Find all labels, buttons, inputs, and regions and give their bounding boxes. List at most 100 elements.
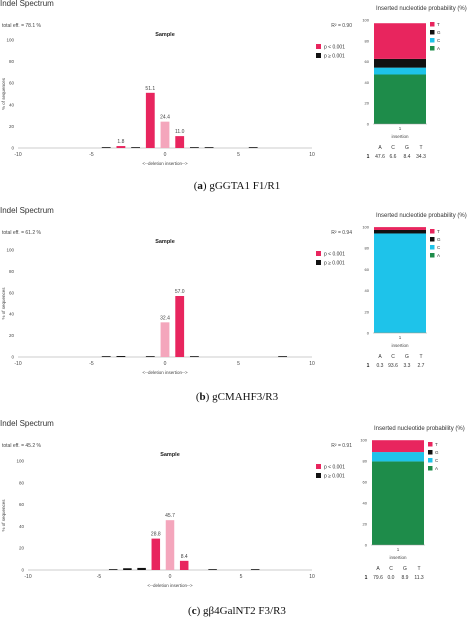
caption-b: (b) gCMAHF3/R3 (195, 391, 279, 403)
probability-table-value: 3.3 (404, 363, 411, 369)
bar-black (189, 356, 199, 357)
caption-c: (c) gβ4GalNT2 F3/R3 (188, 605, 286, 617)
y-tick-label: 100 (6, 38, 14, 43)
r-squared: R² = 0.94 (331, 230, 352, 236)
probability-table-header: T (419, 145, 422, 151)
probability-segment-C (374, 67, 426, 75)
y-tick-label: 20 (9, 333, 15, 338)
y-tick-label: 20 (19, 546, 25, 551)
probability-title: Inserted nucleotide probability (%) (376, 6, 467, 12)
x-tick-label: -5 (89, 152, 94, 158)
x-tick-label: -5 (97, 574, 102, 580)
probability-x-label: insertion (391, 343, 409, 348)
bar-value-label: 1.8 (117, 139, 124, 145)
x-axis-label: <--deletion insertion--> (142, 161, 188, 166)
probability-x-label: insertion (391, 134, 409, 139)
probability-table-header: T (419, 354, 422, 360)
nucleotide-swatch-T (430, 229, 435, 234)
probability-y-tick: 40 (365, 288, 370, 293)
probability-y-tick: 20 (363, 522, 368, 527)
y-tick-label: 100 (6, 248, 14, 253)
probability-y-tick: 40 (363, 501, 368, 506)
probability-segment-T (372, 440, 424, 453)
bar-sig (151, 538, 161, 570)
legend-label: p < 0.001 (324, 252, 345, 258)
probability-x-tick: 1 (399, 126, 402, 131)
x-tick-label: 0 (164, 152, 167, 158)
legend-label: p ≥ 0.001 (324, 54, 345, 60)
probability-table-header: A (378, 354, 382, 360)
x-tick-label: -10 (14, 361, 21, 367)
bar-sig (175, 296, 185, 357)
bar-black (137, 567, 146, 570)
caption-letter: c (191, 605, 197, 617)
nucleotide-legend-label: C (437, 245, 441, 250)
bar-black (208, 569, 217, 570)
probability-title: Inserted nucleotide probability (%) (374, 426, 465, 432)
y-tick-label: 80 (9, 59, 15, 64)
probability-table-value: 8.9 (402, 575, 409, 581)
probability-row-label: 1 (367, 154, 370, 160)
bar-black (278, 356, 288, 357)
nucleotide-swatch-T (430, 22, 435, 27)
y-tick-label: 60 (9, 81, 15, 86)
chart-title: Indel Spectrum (0, 419, 54, 428)
probability-x-tick: 1 (399, 335, 402, 340)
probability-title: Inserted nucleotide probability (%) (376, 213, 467, 219)
probability-table-header: C (389, 566, 393, 572)
probability-table-header: C (391, 145, 395, 151)
bar-light (160, 121, 170, 148)
total-efficiency: total eff. = 45.2 % (2, 443, 42, 449)
bar-value-label: 32.4 (160, 315, 170, 321)
probability-segment-A (372, 461, 424, 545)
probability-segment-T (374, 23, 426, 59)
caption-letter: a (197, 180, 203, 192)
x-tick-label: 5 (237, 361, 240, 367)
legend-swatch-sig (316, 464, 321, 469)
probability-y-tick: 20 (365, 101, 370, 106)
nucleotide-swatch-A (430, 253, 435, 258)
x-tick-label: 10 (309, 574, 315, 580)
probability-segment-C (372, 452, 424, 462)
probability-segment-G (374, 229, 426, 234)
y-tick-label: 80 (19, 480, 25, 485)
y-tick-label: 60 (9, 290, 15, 295)
bar-black (204, 147, 214, 148)
probability-table-value: 2.7 (418, 363, 425, 369)
bar-value-label: 28.8 (151, 532, 161, 538)
nucleotide-swatch-T (428, 442, 433, 447)
nucleotide-swatch-C (430, 38, 435, 43)
bar-sig (175, 136, 185, 148)
y-axis-label: % of sequences (1, 287, 6, 320)
legend-swatch-sig (316, 251, 321, 256)
nucleotide-swatch-G (430, 237, 435, 242)
bar-light (165, 520, 175, 570)
legend-swatch-nonsig (316, 53, 321, 58)
y-axis-label: % of sequences (1, 499, 6, 532)
probability-row-label: 1 (367, 363, 370, 369)
probability-table-value: 47.6 (375, 154, 385, 160)
bar-black (101, 147, 111, 148)
nucleotide-legend-label: T (437, 229, 440, 234)
bar-value-label: 11.0 (175, 129, 185, 135)
bar-black (248, 147, 258, 148)
y-axis-label: % of sequences (1, 77, 6, 110)
chart-subtitle: Sample (160, 452, 180, 458)
nucleotide-swatch-A (430, 46, 435, 51)
panel-b: Indel Spectrum total eff. = 61.2 % R² = 0.… (0, 206, 467, 375)
probability-segment-C (374, 233, 426, 333)
bar-value-label: 51.1 (145, 86, 155, 92)
bar-value-label: 57.0 (175, 289, 185, 295)
x-tick-label: 0 (164, 361, 167, 367)
caption-text: gCMAHF3/R3 (212, 391, 279, 403)
probability-y-tick: 0 (365, 543, 368, 548)
bar-value-label: 24.4 (160, 115, 170, 121)
probability-table-header: G (403, 566, 407, 572)
legend-swatch-sig (316, 44, 321, 49)
bar-light (160, 322, 170, 357)
bar-black (108, 569, 118, 570)
caption-text: gGGTA1 F1/R1 (209, 180, 281, 192)
bar-black (101, 356, 111, 357)
probability-segment-A (374, 74, 426, 124)
probability-table-value: 79.6 (373, 575, 383, 581)
